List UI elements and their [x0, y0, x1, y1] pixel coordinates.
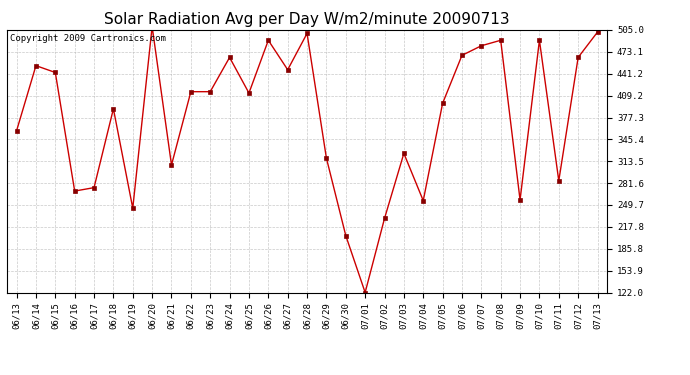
- Text: Copyright 2009 Cartronics.com: Copyright 2009 Cartronics.com: [10, 34, 166, 43]
- Title: Solar Radiation Avg per Day W/m2/minute 20090713: Solar Radiation Avg per Day W/m2/minute …: [104, 12, 510, 27]
